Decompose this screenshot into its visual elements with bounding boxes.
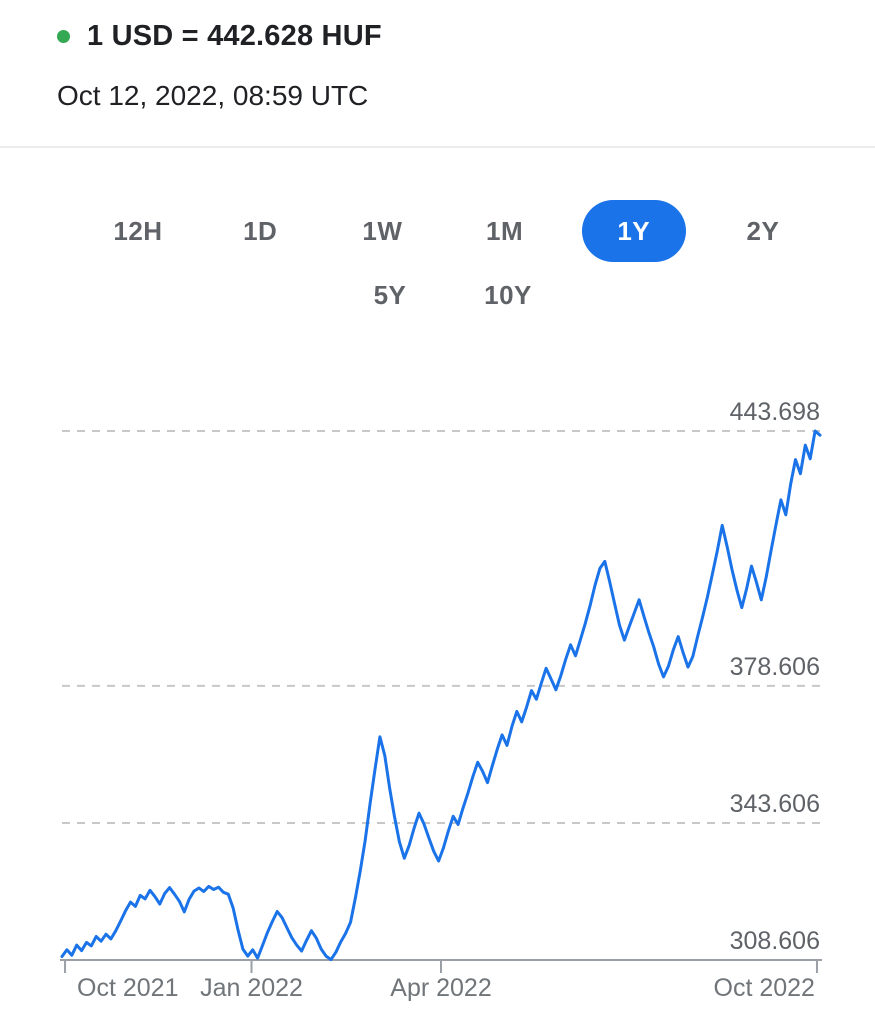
status-dot-icon (57, 29, 70, 43)
rate-line-series (60, 429, 822, 962)
x-axis-label: Jan 2022 (200, 974, 303, 1002)
exchange-rate-title: 1 USD = 442.628 HUF (87, 19, 382, 52)
range-button-1m[interactable]: 1M (460, 200, 550, 262)
range-button-12h[interactable]: 12H (93, 200, 183, 262)
range-button-1y[interactable]: 1Y (581, 200, 686, 262)
range-button-1d[interactable]: 1D (215, 200, 305, 262)
x-axis-label: Oct 2021 (77, 974, 178, 1002)
x-axis-label: Oct 2022 (714, 974, 815, 1002)
range-button-1w[interactable]: 1W (337, 200, 427, 262)
range-button-10y[interactable]: 10Y (463, 264, 553, 326)
y-axis-label: 378.606 (730, 653, 820, 681)
rate-chart[interactable]: 443.698 378.606 343.606 308.606 Oct 2021 Jan … (0, 382, 875, 1022)
time-range-selector: 12H 1D 1W 1M 1Y 2Y 5Y 10Y (0, 200, 875, 326)
range-row-1: 12H 1D 1W 1M 1Y 2Y (0, 200, 875, 262)
title-row: 1 USD = 442.628 HUF (57, 16, 855, 56)
chart-container: 443.698 378.606 343.606 308.606 Oct 2021 Jan … (0, 382, 875, 1022)
range-button-2y[interactable]: 2Y (718, 200, 808, 262)
range-button-5y[interactable]: 5Y (345, 264, 435, 326)
header: 1 USD = 442.628 HUF Oct 12, 2022, 08:59 … (0, 0, 875, 112)
y-axis-label: 343.606 (730, 790, 820, 818)
y-axis-label: 443.698 (730, 398, 820, 426)
divider (0, 146, 875, 148)
range-row-2: 5Y 10Y (0, 264, 875, 326)
rate-timestamp: Oct 12, 2022, 08:59 UTC (57, 80, 369, 111)
y-axis-label: 308.606 (730, 927, 820, 955)
x-axis-label: Apr 2022 (390, 974, 491, 1002)
